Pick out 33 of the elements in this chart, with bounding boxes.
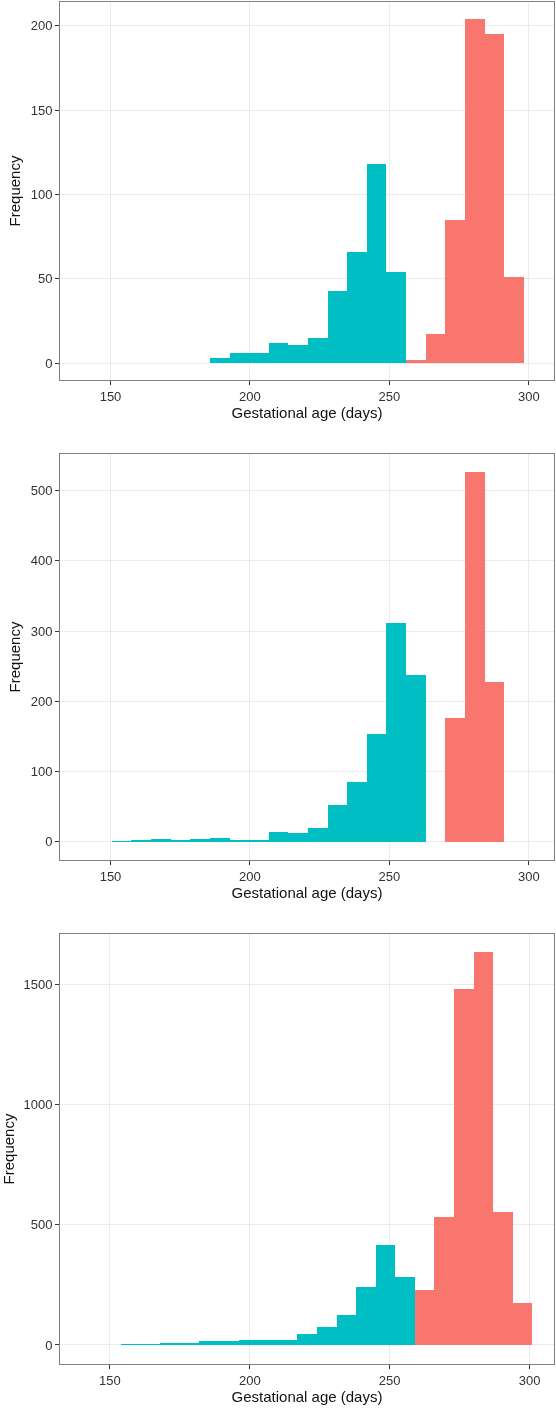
x-tick-label: 200	[239, 388, 261, 404]
y-tick-label: 0	[45, 834, 53, 850]
y-tick-label: 50	[37, 271, 53, 287]
x-tick-label: 250	[378, 868, 401, 884]
y-tick-label: 100	[30, 186, 53, 202]
y-tick-label: 1500	[23, 976, 53, 992]
x-tick-label: 150	[99, 388, 122, 404]
y-tick-label: 500	[30, 483, 53, 499]
y-tick-label: 300	[30, 623, 53, 639]
x-tick-label: 250	[378, 388, 401, 404]
x-tick-label: 300	[518, 868, 540, 884]
x-axis-title: Gestational age (days)	[231, 1387, 383, 1405]
y-tick-label: 500	[30, 1217, 53, 1233]
x-axis-title: Gestational age (days)	[231, 883, 383, 901]
x-axis-title: Gestational age (days)	[231, 403, 383, 421]
x-tick-label: 200	[239, 868, 261, 884]
x-tick-label: 250	[378, 1372, 401, 1388]
x-tick-label: 200	[238, 1372, 261, 1388]
y-axis-title: Frequency	[5, 155, 23, 227]
y-axis-title: Frequency	[0, 1113, 17, 1185]
y-tick-label: 100	[30, 764, 53, 780]
y-tick-label: 400	[30, 553, 53, 569]
y-tick-label: 0	[45, 1337, 53, 1353]
x-tick-label: 150	[99, 868, 122, 884]
x-tick-label: 300	[518, 388, 540, 404]
x-tick-label: 150	[98, 1372, 121, 1388]
y-tick-label: 200	[30, 18, 53, 34]
x-tick-label: 300	[518, 1372, 541, 1388]
y-tick-label: 200	[30, 693, 53, 709]
y-tick-label: 150	[30, 102, 53, 118]
y-axis-title: Frequency	[5, 621, 23, 693]
y-tick-label: 1000	[23, 1096, 53, 1112]
y-tick-label: 0	[45, 355, 53, 371]
